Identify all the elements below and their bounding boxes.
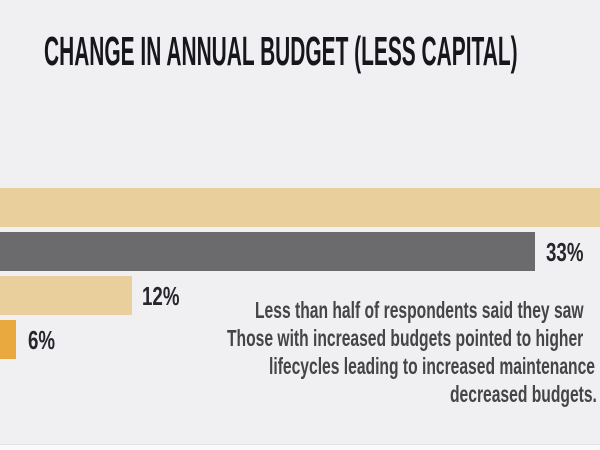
annotation-line-2: Those with increased budgets pointed to … bbox=[227, 325, 584, 351]
bottom-edge-strip bbox=[0, 444, 600, 450]
bar-row-4 bbox=[0, 320, 16, 359]
bar-row-1 bbox=[0, 188, 600, 227]
bar-row-4-value-label: 6% bbox=[28, 325, 56, 355]
bar-row-3 bbox=[0, 276, 132, 315]
annotation-line-4: decreased budgets. bbox=[450, 381, 597, 407]
bar-row-2-value-label: 33% bbox=[546, 237, 584, 267]
annotation-line-1: Less than half of respondents said they … bbox=[255, 297, 584, 323]
chart-title: CHANGE IN ANNUAL BUDGET (LESS CAPITAL) bbox=[44, 28, 518, 74]
annotation-line-3: lifecycles leading to increased maintena… bbox=[269, 353, 595, 379]
bar-row-3-value-label: 12% bbox=[142, 281, 180, 311]
bar-row-2 bbox=[0, 232, 535, 271]
